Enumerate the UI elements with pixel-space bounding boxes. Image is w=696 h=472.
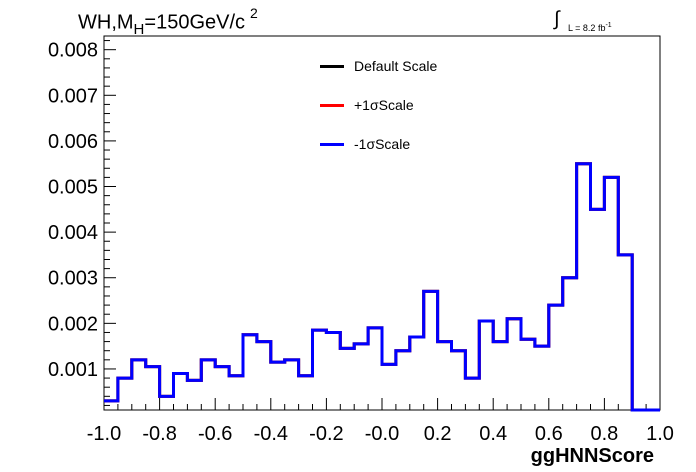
title-subscript: H <box>133 20 145 38</box>
x-tick-label: 0.4 <box>479 423 507 445</box>
title-superscript: 2 <box>250 5 258 21</box>
x-axis-label: ggHNNScore <box>531 445 654 467</box>
legend: Default Scale +1σScale -1σScale <box>320 58 520 168</box>
legend-item-plus1sigma: +1σScale <box>320 97 414 113</box>
legend-swatch-plus1sigma <box>320 103 344 107</box>
x-axis: -1.0 -0.8 -0.6 -0.4 -0.2 -0.0 0.2 0.4 0.6 0.8 1.0 <box>87 398 674 445</box>
legend-item-default: Default Scale <box>320 58 437 74</box>
legend-label-plus1sigma: +1σScale <box>354 97 414 113</box>
series-layer <box>104 162 660 412</box>
y-tick-label: 0.001 <box>48 359 98 381</box>
x-tick-label: -0.2 <box>309 423 343 445</box>
title-main: =150GeV/c <box>144 11 246 34</box>
legend-label-default: Default Scale <box>354 58 438 74</box>
legend-swatch-minus1sigma <box>320 142 344 146</box>
y-tick-label: 0.006 <box>48 131 98 153</box>
x-tick-label: 0.6 <box>535 423 563 445</box>
x-tick-label: -0.8 <box>142 423 176 445</box>
series-line-2 <box>104 162 660 412</box>
x-tick-label: 0.2 <box>424 423 452 445</box>
x-tick-label: -0.6 <box>198 423 232 445</box>
integral-sign: ∫ <box>554 8 560 30</box>
luminosity-label: ∫ L = 8.2 fb-1 <box>554 8 612 33</box>
x-tick-label: -1.0 <box>87 423 121 445</box>
y-tick-label: 0.002 <box>48 313 98 335</box>
legend-label-minus1sigma: -1σScale <box>354 136 411 152</box>
x-tick-label: -0.4 <box>254 423 288 445</box>
legend-swatch-default <box>320 64 344 68</box>
y-tick-label: 0.004 <box>48 222 98 244</box>
y-tick-label: 0.003 <box>48 268 98 290</box>
chart-title: WH,MH=150GeV/c 2 <box>78 5 258 38</box>
y-axis: 0.001 0.002 0.003 0.004 0.005 0.006 0.007 0.008 <box>48 40 116 406</box>
legend-item-minus1sigma: -1σScale <box>320 136 410 152</box>
y-tick-label: 0.007 <box>48 85 98 107</box>
y-tick-label: 0.008 <box>48 40 98 62</box>
title-prefix: WH,M <box>78 11 134 34</box>
luminosity-superscript: -1 <box>605 22 612 29</box>
luminosity-text: L = 8.2 fb <box>568 23 606 33</box>
x-tick-label: 1.0 <box>646 423 674 445</box>
x-tick-label: 0.8 <box>590 423 618 445</box>
x-tick-label: -0.0 <box>365 423 399 445</box>
y-tick-label: 0.005 <box>48 177 98 199</box>
